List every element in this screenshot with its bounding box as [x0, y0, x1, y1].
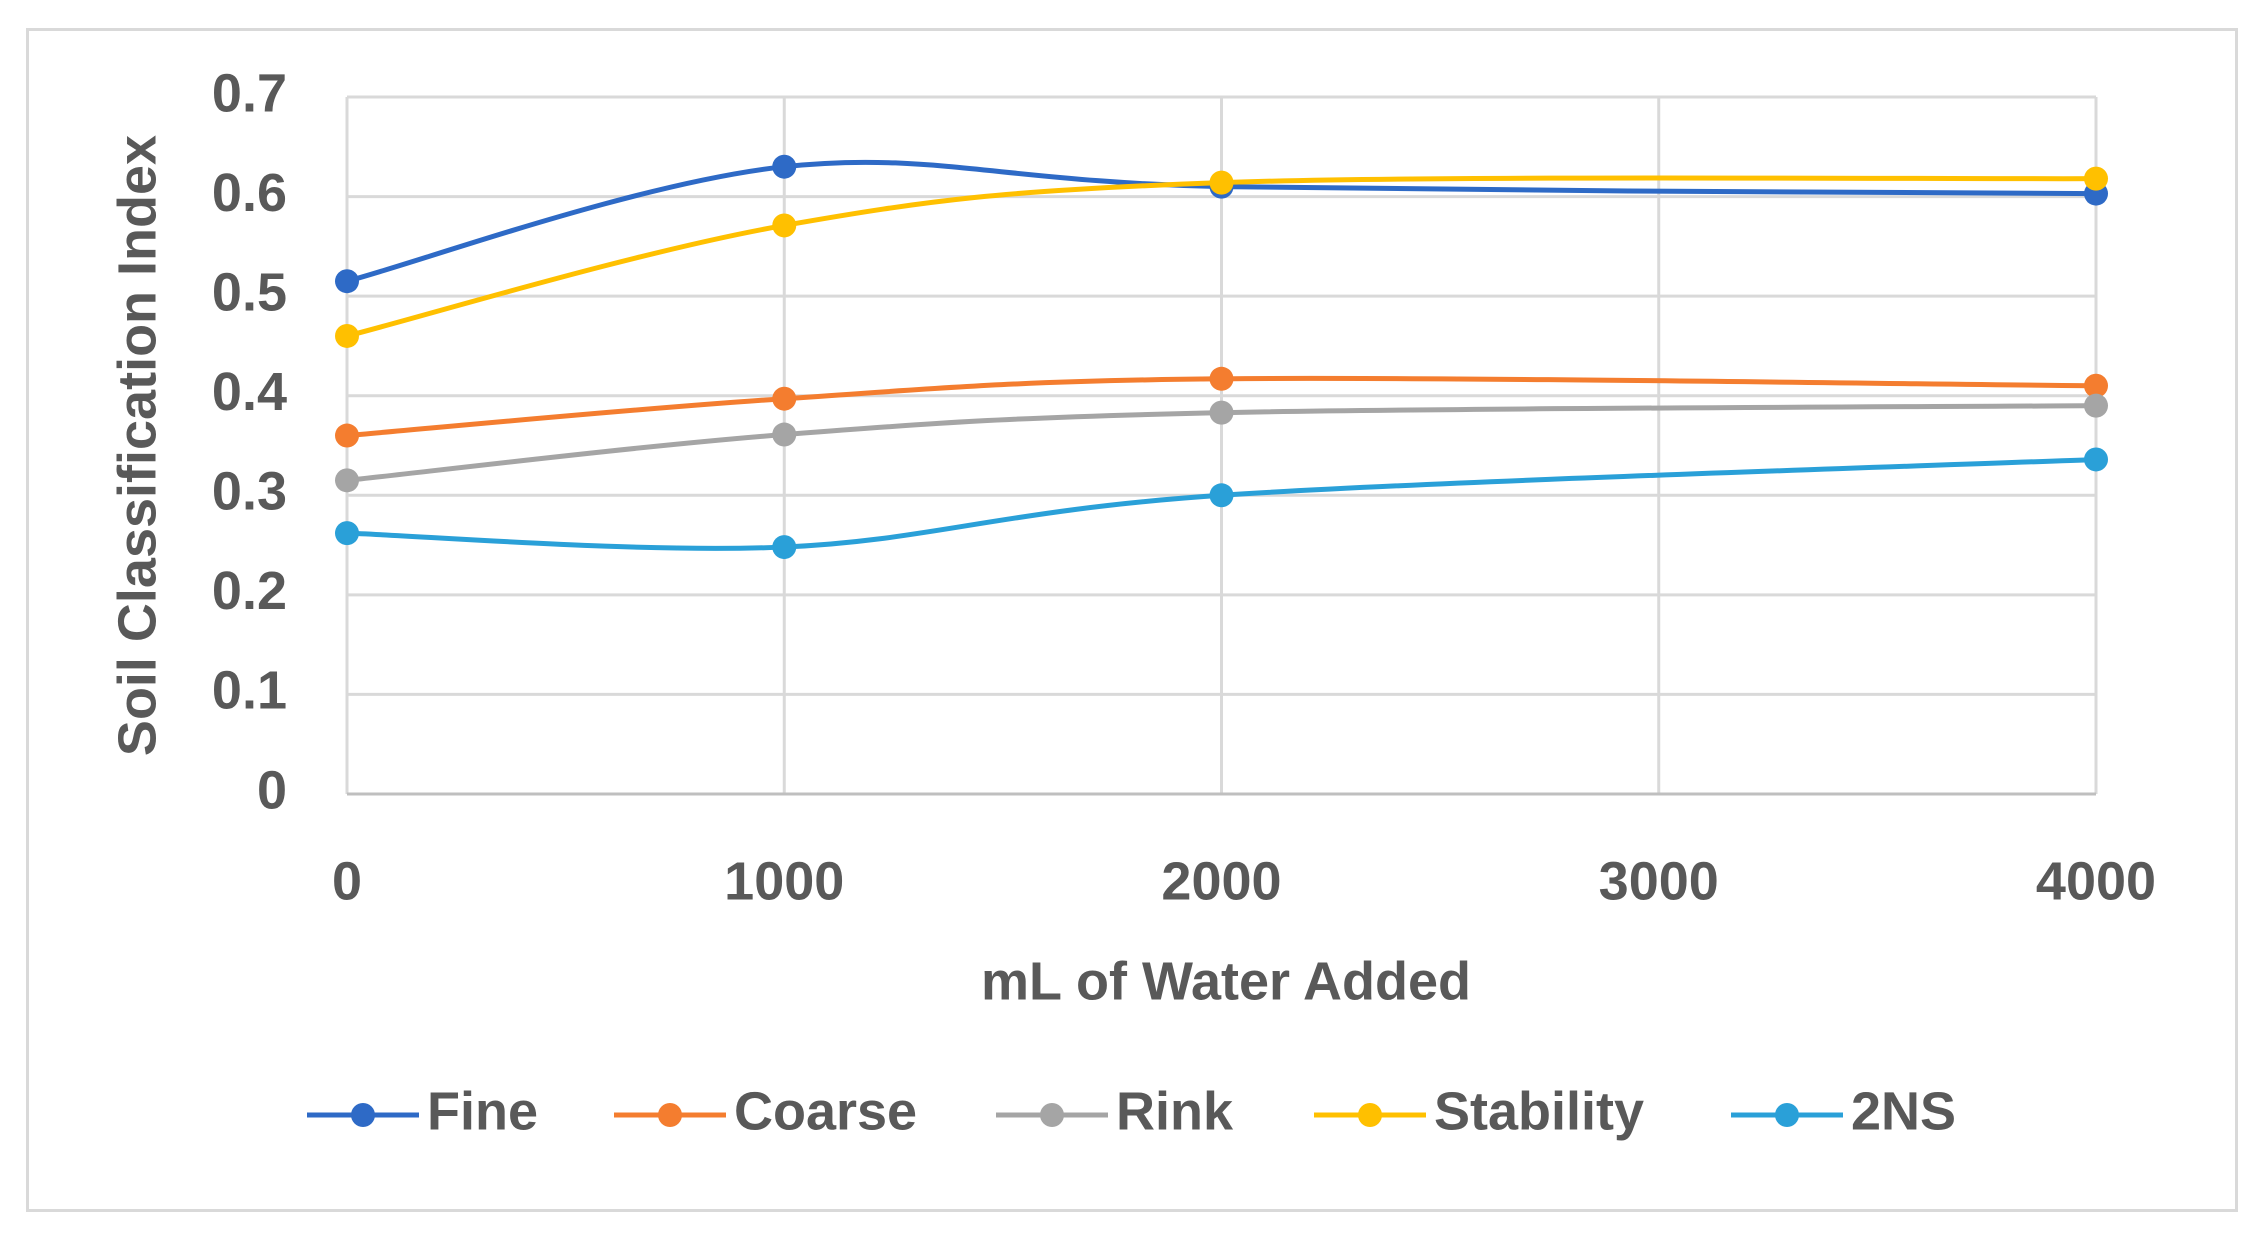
legend-marker-2ns — [1775, 1103, 1799, 1127]
y-tick-label: 0.6 — [212, 163, 287, 223]
data-point-stability — [772, 213, 797, 238]
tick-labels: 0 0.1 0.2 0.3 0.4 0.5 0.6 0.7 0 1000 2000 3000 4000 — [212, 63, 2156, 911]
legend-item-stability: Stability — [1314, 1081, 1644, 1141]
y-tick-label: 0.3 — [212, 462, 287, 522]
data-point-coarse — [772, 386, 797, 411]
series-stability — [335, 166, 2108, 348]
legend-item-coarse: Coarse — [614, 1081, 917, 1141]
legend-label-2ns: 2NS — [1851, 1081, 1956, 1141]
data-point-stability — [2084, 166, 2108, 191]
y-tick-label: 0.5 — [212, 262, 287, 322]
data-point-stability — [1209, 170, 1234, 195]
data-point-2ns — [335, 521, 359, 546]
data-point-rink — [1209, 400, 1234, 425]
legend-marker-rink — [1040, 1103, 1064, 1127]
series-line-rink — [344, 403, 2099, 483]
data-point-rink — [335, 468, 359, 493]
y-axis-title: Soil Classification Index — [107, 135, 167, 756]
series-coarse — [335, 366, 2108, 448]
data-point-stability — [335, 323, 359, 348]
legend-item-rink: Rink — [996, 1081, 1234, 1141]
y-tick-label: 0.2 — [212, 561, 287, 621]
x-axis-title: mL of Water Added — [981, 951, 1471, 1011]
y-tick-label: 0.4 — [212, 362, 287, 422]
legend-marker-coarse — [658, 1103, 682, 1127]
data-point-2ns — [1209, 483, 1234, 508]
legend: Fine Coarse Rink Stability 2NS — [307, 1081, 1956, 1141]
legend-marker-stability — [1358, 1103, 1382, 1127]
data-point-fine — [335, 269, 359, 294]
legend-label-fine: Fine — [427, 1081, 538, 1141]
series-line-stability — [344, 175, 2099, 339]
series-line-fine — [344, 159, 2099, 284]
data-point-rink — [772, 422, 797, 447]
data-point-2ns — [772, 535, 797, 560]
data-point-coarse — [2084, 373, 2108, 398]
data-point-fine — [772, 154, 797, 179]
x-tick-label: 0 — [332, 851, 362, 911]
legend-label-coarse: Coarse — [734, 1081, 917, 1141]
x-tick-label: 1000 — [724, 851, 844, 911]
legend-label-stability: Stability — [1434, 1081, 1644, 1141]
legend-marker-fine — [351, 1103, 375, 1127]
legend-label-rink: Rink — [1116, 1081, 1234, 1141]
x-tick-label: 3000 — [1599, 851, 1719, 911]
legend-item-2ns: 2NS — [1731, 1081, 1956, 1141]
series-line-2ns — [344, 456, 2099, 551]
series-line-coarse — [344, 375, 2099, 439]
data-point-rink — [2084, 393, 2108, 418]
chart-frame — [26, 28, 2238, 1212]
series-group — [335, 154, 2108, 560]
y-tick-label: 0.1 — [212, 661, 287, 721]
data-point-coarse — [1209, 366, 1234, 391]
x-tick-label: 4000 — [2036, 851, 2156, 911]
y-tick-label: 0 — [257, 760, 287, 820]
data-point-coarse — [335, 423, 359, 448]
data-point-2ns — [2084, 447, 2108, 472]
series-2ns — [335, 447, 2108, 560]
x-tick-label: 2000 — [1161, 851, 1281, 911]
y-tick-label: 0.7 — [212, 63, 287, 123]
legend-item-fine: Fine — [307, 1081, 538, 1141]
series-rink — [335, 393, 2108, 493]
